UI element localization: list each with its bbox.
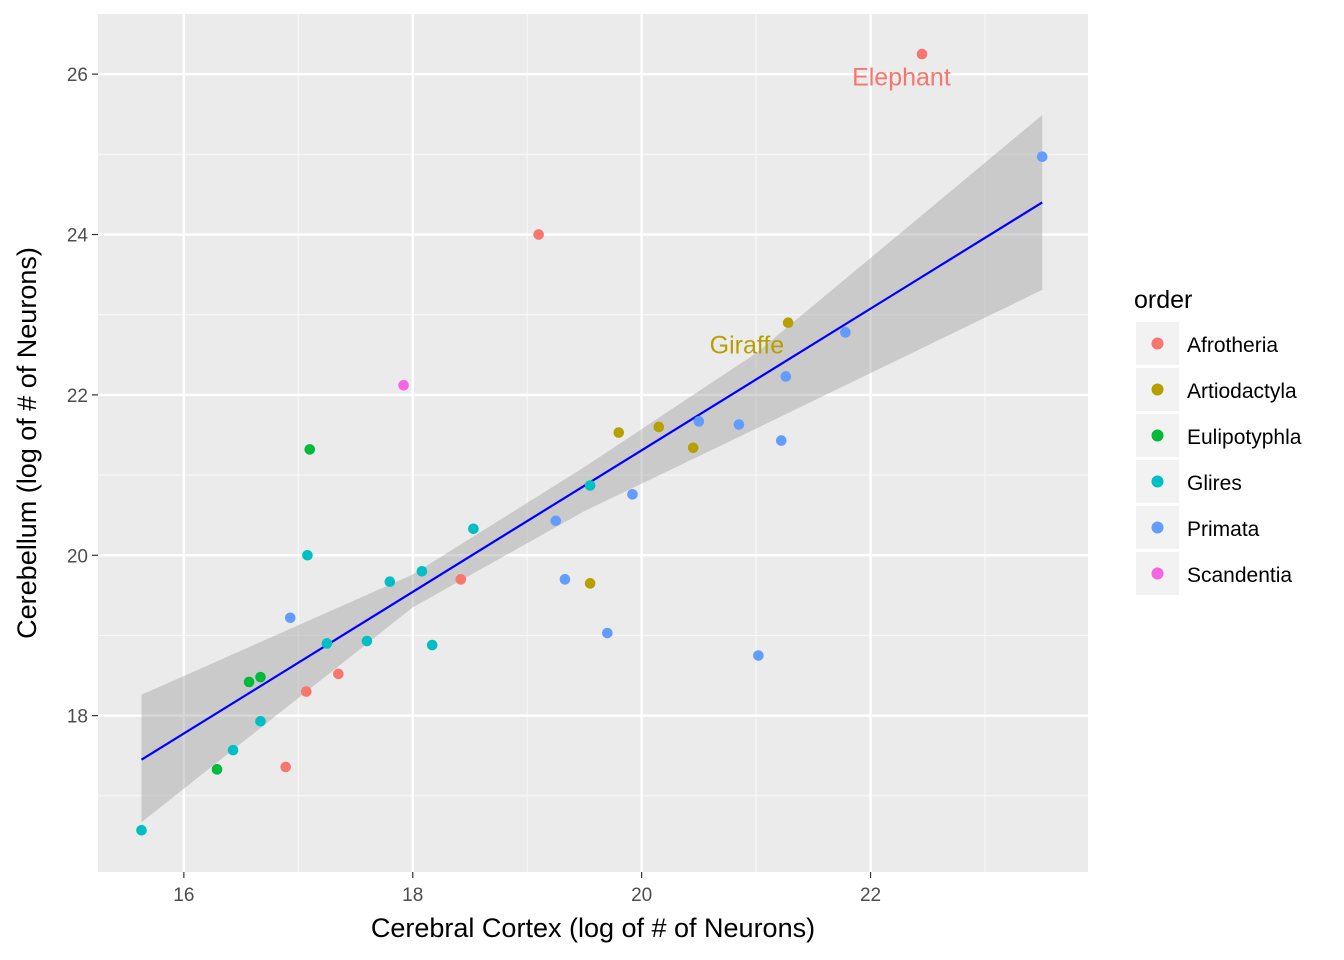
- data-point-eulipotyphla: [304, 444, 316, 455]
- data-point-glires: [321, 638, 333, 649]
- annotation-giraffe: Giraffe: [710, 331, 785, 359]
- point-annotations: Elephant Giraffe: [710, 64, 951, 360]
- legend-key-marker: [1151, 475, 1164, 488]
- data-point-glires: [416, 565, 428, 577]
- data-point-primata: [602, 627, 613, 639]
- data-point-glires: [384, 576, 396, 588]
- data-point-artiodactyla: [653, 421, 665, 433]
- legend-label: Artiodactyla: [1187, 380, 1297, 403]
- data-point-primata: [559, 574, 571, 585]
- data-point-primata: [753, 650, 764, 661]
- x-tick-label: 20: [631, 885, 652, 906]
- legend-key-marker: [1151, 521, 1164, 534]
- data-point-afrotheria: [455, 574, 467, 585]
- data-point-primata: [284, 612, 296, 624]
- legend-label: Primata: [1187, 518, 1260, 541]
- legend-label: Glires: [1187, 472, 1242, 495]
- data-point-eulipotyphla: [255, 671, 266, 683]
- legend-label: Eulipotyphla: [1187, 426, 1302, 449]
- confidence-band-area: [141, 115, 1043, 823]
- legend-key-marker: [1151, 383, 1164, 396]
- confidence-band: [141, 115, 1043, 823]
- data-point-primata: [693, 416, 705, 427]
- legend-key-marker: [1151, 337, 1164, 350]
- x-axis-title: Cerebral Cortex (log of # of Neurons): [371, 913, 815, 943]
- data-point-glires: [426, 639, 438, 651]
- x-tick-label: 16: [173, 885, 194, 906]
- data-point-primata: [733, 419, 745, 430]
- data-point-glires: [468, 523, 479, 535]
- data-point-scandentia: [398, 379, 409, 391]
- data-point-primata: [780, 371, 792, 382]
- data-point-glires: [361, 635, 373, 647]
- legend-label: Afrotheria: [1187, 334, 1278, 357]
- data-point-artiodactyla: [782, 317, 794, 329]
- data-point-eulipotyphla: [211, 764, 223, 775]
- y-axis-ticks: 18 20 22 24 26: [67, 65, 98, 728]
- x-tick-label: 18: [402, 885, 423, 906]
- data-point-artiodactyla: [584, 578, 596, 589]
- y-tick-label: 20: [67, 546, 88, 567]
- data-points: [136, 48, 1048, 836]
- plot-panel: [98, 14, 1088, 872]
- data-point-primata: [840, 327, 851, 338]
- legend: order Afrotheria Artiodactyla Eulipotyphla…: [1134, 286, 1302, 595]
- legend-title: order: [1134, 286, 1192, 314]
- annotation-elephant: Elephant: [852, 64, 951, 92]
- data-point-eulipotyphla: [243, 676, 255, 688]
- legend-label: Scandentia: [1187, 564, 1292, 587]
- data-point-afrotheria: [333, 668, 344, 680]
- legend-key-marker: [1151, 567, 1164, 580]
- data-point-primata: [550, 515, 562, 527]
- data-point-afrotheria: [301, 686, 312, 697]
- y-tick-label: 26: [67, 65, 88, 86]
- data-point-glires: [136, 825, 147, 836]
- minor-gridlines: [98, 14, 1088, 872]
- data-point-afrotheria: [280, 761, 291, 773]
- y-tick-label: 22: [67, 386, 88, 407]
- data-point-glires: [255, 715, 266, 727]
- data-point-glires: [584, 480, 596, 491]
- major-gridlines: [98, 14, 1088, 872]
- x-axis-ticks: 16 18 20 22: [173, 872, 881, 906]
- data-point-glires: [302, 549, 313, 561]
- data-point-primata: [775, 435, 787, 446]
- x-tick-label: 22: [860, 885, 881, 906]
- data-point-artiodactyla: [613, 427, 625, 438]
- data-point-afrotheria: [533, 229, 544, 240]
- data-point-primata: [1036, 151, 1048, 163]
- legend-key-marker: [1151, 429, 1164, 442]
- y-tick-label: 24: [67, 226, 89, 247]
- y-axis-title: Cerebellum (log of # of Neurons): [12, 247, 42, 639]
- data-point-primata: [627, 489, 638, 500]
- y-tick-label: 18: [67, 707, 88, 728]
- data-point-artiodactyla: [687, 442, 699, 454]
- data-point-glires: [227, 744, 239, 756]
- data-point-afrotheria: [916, 48, 928, 60]
